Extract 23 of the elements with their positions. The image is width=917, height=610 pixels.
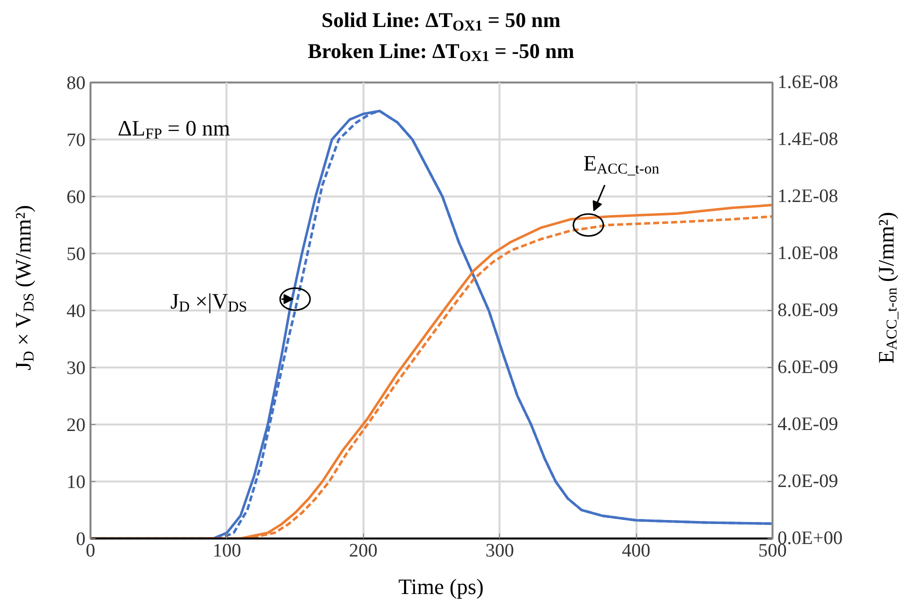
y2-tick-label: 4.0E-09 bbox=[778, 414, 838, 435]
y-tick-label: 30 bbox=[66, 358, 86, 379]
x-tick-label: 400 bbox=[622, 540, 650, 562]
y2-tick-label: 2.0E-09 bbox=[778, 471, 838, 492]
y-tick-label: 40 bbox=[66, 301, 86, 322]
y2-tick-label: 8.0E-09 bbox=[778, 300, 838, 321]
x-axis-title: Time (ps) bbox=[398, 574, 484, 599]
y-tick-label: 70 bbox=[66, 130, 86, 151]
y2-axis-title: EACC_t-on (J/mm²) bbox=[874, 212, 901, 364]
y-tick-label: 50 bbox=[66, 244, 86, 265]
y-tick-label: 80 bbox=[66, 73, 86, 94]
y2-tick-label: 1.4E-08 bbox=[778, 129, 838, 150]
y-tick-label: 60 bbox=[66, 187, 86, 208]
y2-tick-label: 1.6E-08 bbox=[778, 72, 838, 93]
y-tick-label: 10 bbox=[66, 472, 86, 493]
x-tick-label: 200 bbox=[349, 540, 378, 562]
y2-tick-label: 1.2E-08 bbox=[778, 186, 838, 207]
y-axis-title: JD × VDS (W/mm²) bbox=[10, 205, 38, 370]
y-tick-label: 20 bbox=[66, 415, 86, 436]
x-tick-label: 100 bbox=[212, 540, 242, 562]
y2-tick-label: 1.0E-08 bbox=[778, 243, 838, 264]
y2-tick-label: 6.0E-09 bbox=[778, 357, 838, 378]
x-tick-label: 300 bbox=[485, 540, 514, 562]
